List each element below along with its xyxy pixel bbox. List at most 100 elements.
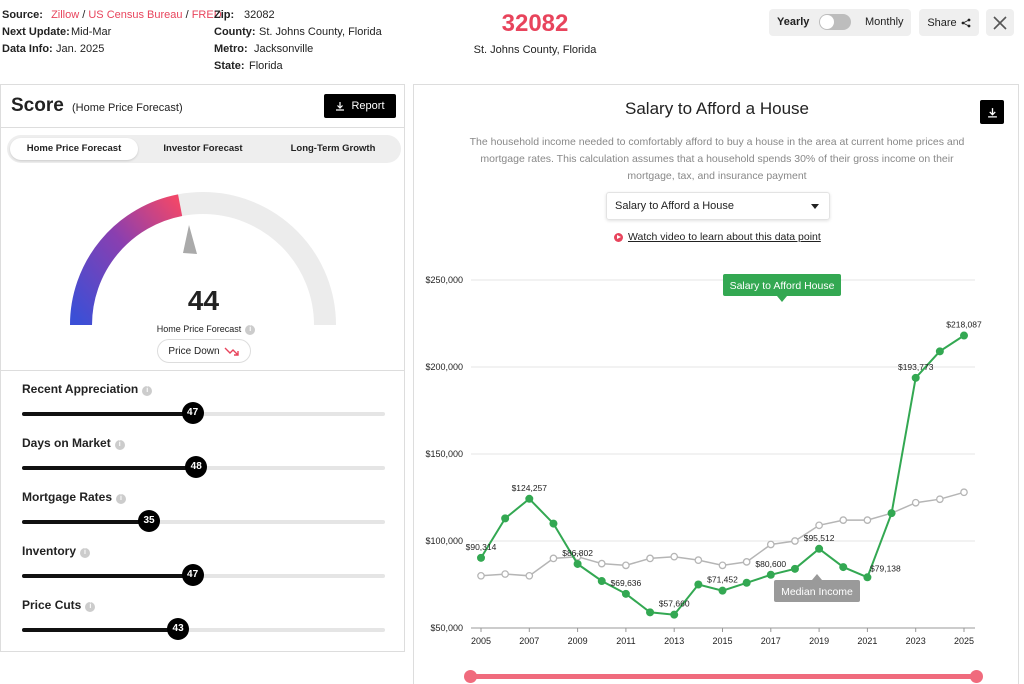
toggle-switch[interactable] (819, 14, 851, 30)
metric-slider: 35 (22, 510, 385, 532)
meta-location-block: Zip: 32082 County: St. Johns County, Flori… (214, 7, 382, 75)
salary-series-point (790, 564, 799, 573)
metric-slider-fill (22, 466, 197, 470)
y-tick-label: $50,000 (430, 623, 463, 633)
legend-salary-label: Salary to Afford House (730, 280, 835, 292)
video-link[interactable]: Watch video to learn about this data poi… (614, 231, 821, 243)
gauge-needle (183, 225, 197, 254)
close-button[interactable] (986, 9, 1014, 36)
median-income-series-point (573, 552, 582, 561)
legend-income-tag (774, 580, 860, 602)
toggle-knob (820, 15, 834, 29)
metric-slider-fill (22, 628, 179, 632)
salary-series-point (839, 563, 848, 572)
median-income-series-point (815, 521, 823, 530)
metric-slider-fill (22, 520, 150, 524)
data-label: $90,314 (466, 542, 497, 552)
metric-label: Recent Appreciation i (22, 382, 153, 396)
legend-salary-pointer (777, 296, 787, 302)
video-link-label[interactable]: Watch video to learn about this data poi… (628, 231, 821, 243)
metric-slider-fill (22, 574, 193, 578)
range-slider-end-handle[interactable] (970, 670, 983, 683)
download-icon (987, 107, 997, 118)
data-label: $95,512 (804, 533, 835, 543)
toggle-monthly-label[interactable]: Monthly (865, 16, 904, 28)
salary-series-point (597, 577, 606, 586)
salary-series-point (863, 573, 872, 582)
metric-label: Inventory i (22, 544, 91, 558)
data-label: $124,257 (512, 483, 548, 493)
tab-long-term-growth[interactable]: Long-Term Growth (290, 143, 376, 154)
report-button[interactable]: Report (324, 94, 396, 118)
county-label: County: (214, 26, 256, 38)
y-tick-label: $150,000 (425, 449, 463, 459)
median-income-series-point (839, 516, 848, 524)
gauge-fill (70, 194, 183, 326)
median-income-series-point (670, 552, 679, 561)
median-income-series-point (960, 488, 968, 497)
info-icon[interactable]: i (245, 325, 256, 335)
legend-salary-tag (723, 274, 841, 296)
score-label-text: Home Price Forecast (156, 324, 242, 334)
metric-name: Price Cuts (22, 598, 82, 612)
divider (1, 127, 404, 128)
info-icon[interactable]: i (85, 602, 96, 612)
median-income-series-point (742, 558, 751, 566)
chart-panel: Salary to Afford a House The household i… (413, 84, 1019, 684)
y-tick-label: $100,000 (425, 536, 463, 546)
legend-income-label: Median Income (781, 586, 853, 598)
tab-investor-forecast[interactable]: Investor Forecast (163, 143, 243, 154)
salary-series-point (501, 514, 510, 523)
median-income-series-point (597, 559, 606, 568)
info-icon[interactable]: i (114, 440, 125, 450)
metric-select[interactable]: Salary to Afford a House (606, 192, 830, 220)
data-label: $57,660 (659, 599, 690, 609)
metric-label: Price Cuts i (22, 598, 96, 612)
data-label: $71,452 (707, 575, 738, 585)
chart-download-button[interactable] (980, 100, 1004, 124)
toggle-yearly-label[interactable]: Yearly (777, 16, 810, 28)
salary-series-point (525, 494, 534, 503)
data-label: $79,138 (870, 563, 901, 573)
source-link-census[interactable]: US Census Bureau (88, 9, 183, 21)
median-income-series-point (863, 516, 872, 524)
metric-value-knob: 43 (167, 618, 190, 640)
source-link-zillow[interactable]: Zillow (51, 9, 80, 21)
source-link-fred[interactable]: FRED (191, 9, 222, 21)
chart-description: The household income needed to comfortab… (469, 136, 965, 182)
x-tick-label: 2025 (954, 636, 974, 646)
data-label: $80,600 (755, 559, 786, 569)
metric-name: Recent Appreciation (22, 382, 139, 396)
salary-series-point (670, 610, 679, 619)
price-status-label: Price Down (168, 345, 220, 357)
meta-source-block: Source: Zillow / US Census Bureau / FRED… (2, 7, 222, 58)
median-income-series-point (501, 570, 510, 578)
median-income-series-point (525, 571, 534, 580)
data-info-label: Data Info: (2, 43, 53, 55)
range-slider[interactable] (464, 670, 983, 683)
info-icon[interactable]: i (80, 548, 91, 558)
metric-value-knob: 47 (181, 564, 204, 586)
salary-series-point (935, 347, 944, 356)
metric-select-value: Salary to Afford a House (615, 200, 735, 212)
info-icon[interactable]: i (142, 386, 153, 396)
x-tick-label: 2019 (809, 636, 829, 646)
metric-label: Mortgage Rates i (22, 490, 127, 504)
range-slider-start-handle[interactable] (464, 670, 477, 683)
share-button[interactable]: Share (919, 9, 979, 36)
period-toggle[interactable]: Yearly Monthly (769, 9, 911, 36)
tab-home-price-forecast[interactable]: Home Price Forecast (10, 138, 138, 160)
salary-series-point (477, 553, 485, 562)
salary-series-point (887, 509, 896, 518)
metric-slider: 43 (22, 618, 385, 640)
data-label: $193,773 (898, 362, 934, 372)
x-tick-label: 2007 (519, 636, 539, 646)
data-info-value: Jan. 2025 (56, 43, 105, 55)
salary-series-point (766, 570, 775, 579)
info-icon[interactable]: i (116, 494, 127, 504)
source-label: Source: (2, 9, 43, 21)
state-value: Florida (249, 60, 283, 72)
x-tick-label: 2021 (857, 636, 877, 646)
metric-label: Days on Market i (22, 436, 125, 450)
median-income-series-point (791, 537, 799, 545)
